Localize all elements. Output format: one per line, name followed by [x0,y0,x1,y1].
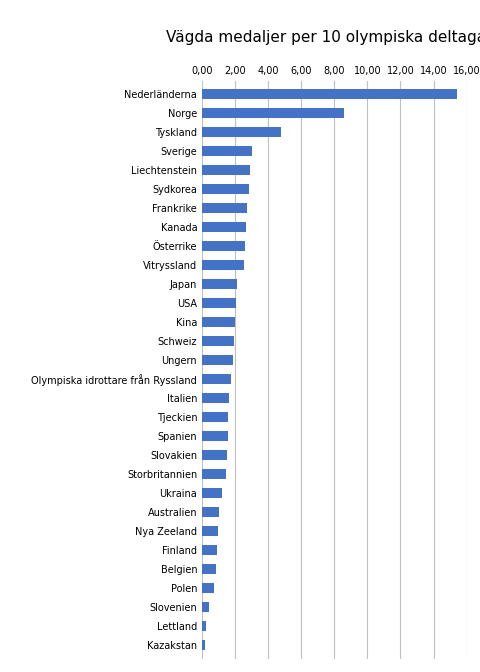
Bar [202,183,249,194]
Bar [202,298,235,308]
Bar [202,640,204,650]
Bar [202,412,228,423]
Bar [202,127,281,137]
Bar [202,450,227,460]
Bar [202,393,229,403]
Bar [202,165,250,175]
Bar [202,507,218,517]
Bar [202,374,230,384]
Bar [202,336,234,346]
Bar [202,488,221,499]
Bar [202,469,226,479]
Bar [202,279,236,289]
Bar [202,355,233,366]
Bar [202,260,244,270]
Bar [202,583,214,593]
Bar [202,545,216,556]
Bar [202,108,344,118]
Bar [202,89,456,99]
Bar [202,241,244,251]
Bar [202,564,216,575]
Bar [202,146,251,156]
Bar [202,602,208,612]
Bar [202,222,245,233]
Bar [202,203,246,213]
Bar [202,526,217,536]
Bar [202,431,227,442]
Bar [202,621,206,632]
Title: Vägda medaljer per 10 olympiska deltagare: Vägda medaljer per 10 olympiska deltagar… [166,30,480,45]
Bar [202,317,235,327]
